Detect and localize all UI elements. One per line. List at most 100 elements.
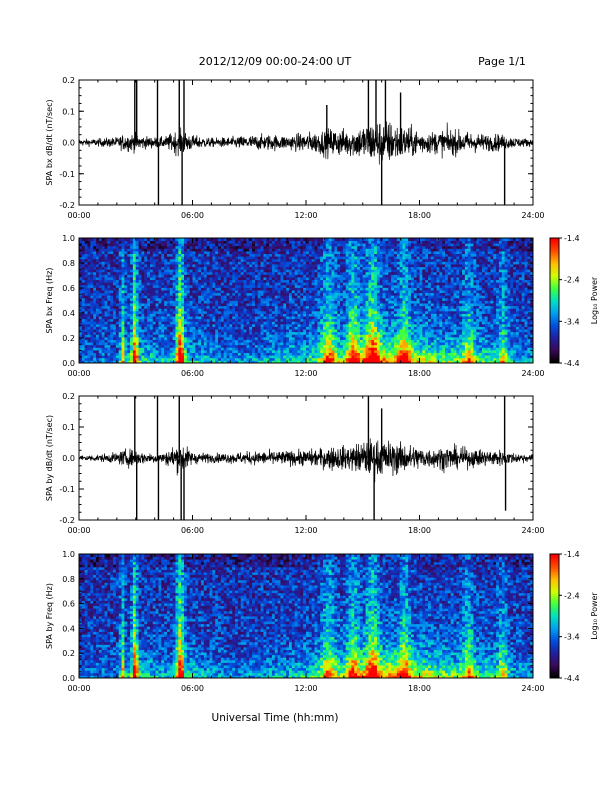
spectrogram-cell xyxy=(98,264,103,268)
spectrogram-cell xyxy=(198,360,202,364)
spectrogram-cell xyxy=(183,357,188,361)
spectrogram-cell xyxy=(331,292,335,296)
spectrogram-cell xyxy=(300,297,304,301)
spectrogram-cell xyxy=(263,344,267,348)
spectrogram-cell xyxy=(354,274,358,278)
spectrogram-cell xyxy=(294,295,298,299)
spectrogram-cell xyxy=(288,271,293,275)
spectrogram-cell xyxy=(186,279,191,283)
spectrogram-cell xyxy=(198,349,202,353)
spectrogram-cell xyxy=(149,256,154,260)
spectrogram-cell xyxy=(192,284,196,288)
spectrogram-cell xyxy=(254,253,259,257)
spectrogram-cell xyxy=(323,258,327,262)
spectrogram-cell xyxy=(311,355,315,359)
spectrogram-cell xyxy=(186,284,191,288)
spectrogram-cell xyxy=(98,323,103,327)
spectrogram-cell xyxy=(288,342,293,346)
spectrogram-cell xyxy=(277,297,281,301)
spectrogram-cell xyxy=(235,295,239,299)
spectrogram-cell xyxy=(269,300,273,304)
spectrogram-cell xyxy=(87,287,91,291)
spectrogram-cell xyxy=(118,334,122,338)
spectrogram-cell xyxy=(166,349,171,353)
spectrogram-cell xyxy=(93,290,97,294)
spectrogram-cell xyxy=(189,303,193,307)
spectrogram-cell xyxy=(138,264,142,268)
spectrogram-cell xyxy=(311,326,315,330)
spectrogram-cell xyxy=(178,282,182,286)
spectrogram-cell xyxy=(118,240,122,244)
spectrogram-cell xyxy=(201,284,205,288)
spectrogram-cell xyxy=(121,305,125,309)
spectrogram-cell xyxy=(132,243,137,247)
spectrogram-cell xyxy=(294,274,298,278)
spectrogram-cell xyxy=(183,349,188,353)
spectrogram-cell xyxy=(198,342,202,346)
spectrogram-cell xyxy=(300,251,304,255)
spectrogram-cell xyxy=(189,248,193,252)
spectrogram-cell xyxy=(340,248,344,252)
spectrogram-cell xyxy=(257,256,261,260)
spectrogram-cell xyxy=(320,253,324,257)
spectrogram-cell xyxy=(274,279,279,283)
spectrogram-cell xyxy=(149,279,154,283)
spectrogram-cell xyxy=(178,292,182,296)
spectrogram-cell xyxy=(161,318,165,322)
spectrogram-cell xyxy=(107,352,111,356)
spectrogram-cell xyxy=(294,282,298,286)
spectrogram-cell xyxy=(81,282,86,286)
spectrogram-cell xyxy=(79,279,83,283)
spectrogram-cell xyxy=(254,300,259,304)
spectrogram-cell xyxy=(237,355,242,359)
spectrogram-cell xyxy=(291,282,296,286)
spectrogram-cell xyxy=(158,258,162,262)
spectrogram-cell xyxy=(107,326,111,330)
spectrogram-cell xyxy=(155,271,159,275)
spectrogram-cell xyxy=(218,277,222,281)
spectrogram-cell xyxy=(300,305,304,309)
spectrogram-cell xyxy=(325,342,330,346)
spectrogram-cell xyxy=(235,349,239,353)
spectrogram-cell xyxy=(280,248,284,252)
spectrogram-cell xyxy=(183,256,188,260)
spectrogram-cell xyxy=(183,355,188,359)
spectrogram-cell xyxy=(132,292,137,296)
spectrogram-cell xyxy=(357,336,361,340)
spectrogram-cell xyxy=(158,334,162,338)
spectrogram-cell xyxy=(138,297,142,301)
spectrogram-cell xyxy=(359,287,364,291)
spectrogram-cell xyxy=(308,316,313,320)
spectrogram-cell xyxy=(121,261,125,265)
spectrogram-cell xyxy=(342,323,347,327)
spectrogram-cell xyxy=(317,334,321,338)
spectrogram-cell xyxy=(271,287,276,291)
spectrogram-cell xyxy=(124,261,128,265)
spectrogram-cell xyxy=(240,303,244,307)
spectrogram-cell xyxy=(169,321,174,325)
spectrogram-cell xyxy=(186,344,191,348)
spectrogram-cell xyxy=(121,344,125,348)
spectrogram-cell xyxy=(308,308,313,312)
spectrogram-cell xyxy=(229,323,233,327)
spectrogram-cell xyxy=(175,287,179,291)
spectrogram-cell xyxy=(195,277,199,281)
spectrogram-cell xyxy=(115,238,120,241)
spectrogram-cell xyxy=(226,240,230,244)
spectrogram-cell xyxy=(130,349,134,353)
spectrogram-cell xyxy=(342,279,347,283)
spectrogram-cell xyxy=(161,261,165,265)
spectrogram-cell xyxy=(79,357,83,361)
spectrogram-cell xyxy=(192,318,196,322)
spectrogram-cell xyxy=(138,251,142,255)
spectrogram-cell xyxy=(118,352,122,356)
spectrogram-cell xyxy=(141,318,145,322)
spectrogram-cell xyxy=(229,300,233,304)
spectrogram-cell xyxy=(203,261,208,265)
spectrogram-cell xyxy=(317,243,321,247)
spectrogram-cell xyxy=(269,323,273,327)
spectrogram-cell xyxy=(164,323,168,327)
spectrogram-cell xyxy=(135,308,139,312)
spectrogram-cell xyxy=(317,347,321,351)
spectrogram-cell xyxy=(311,313,315,317)
